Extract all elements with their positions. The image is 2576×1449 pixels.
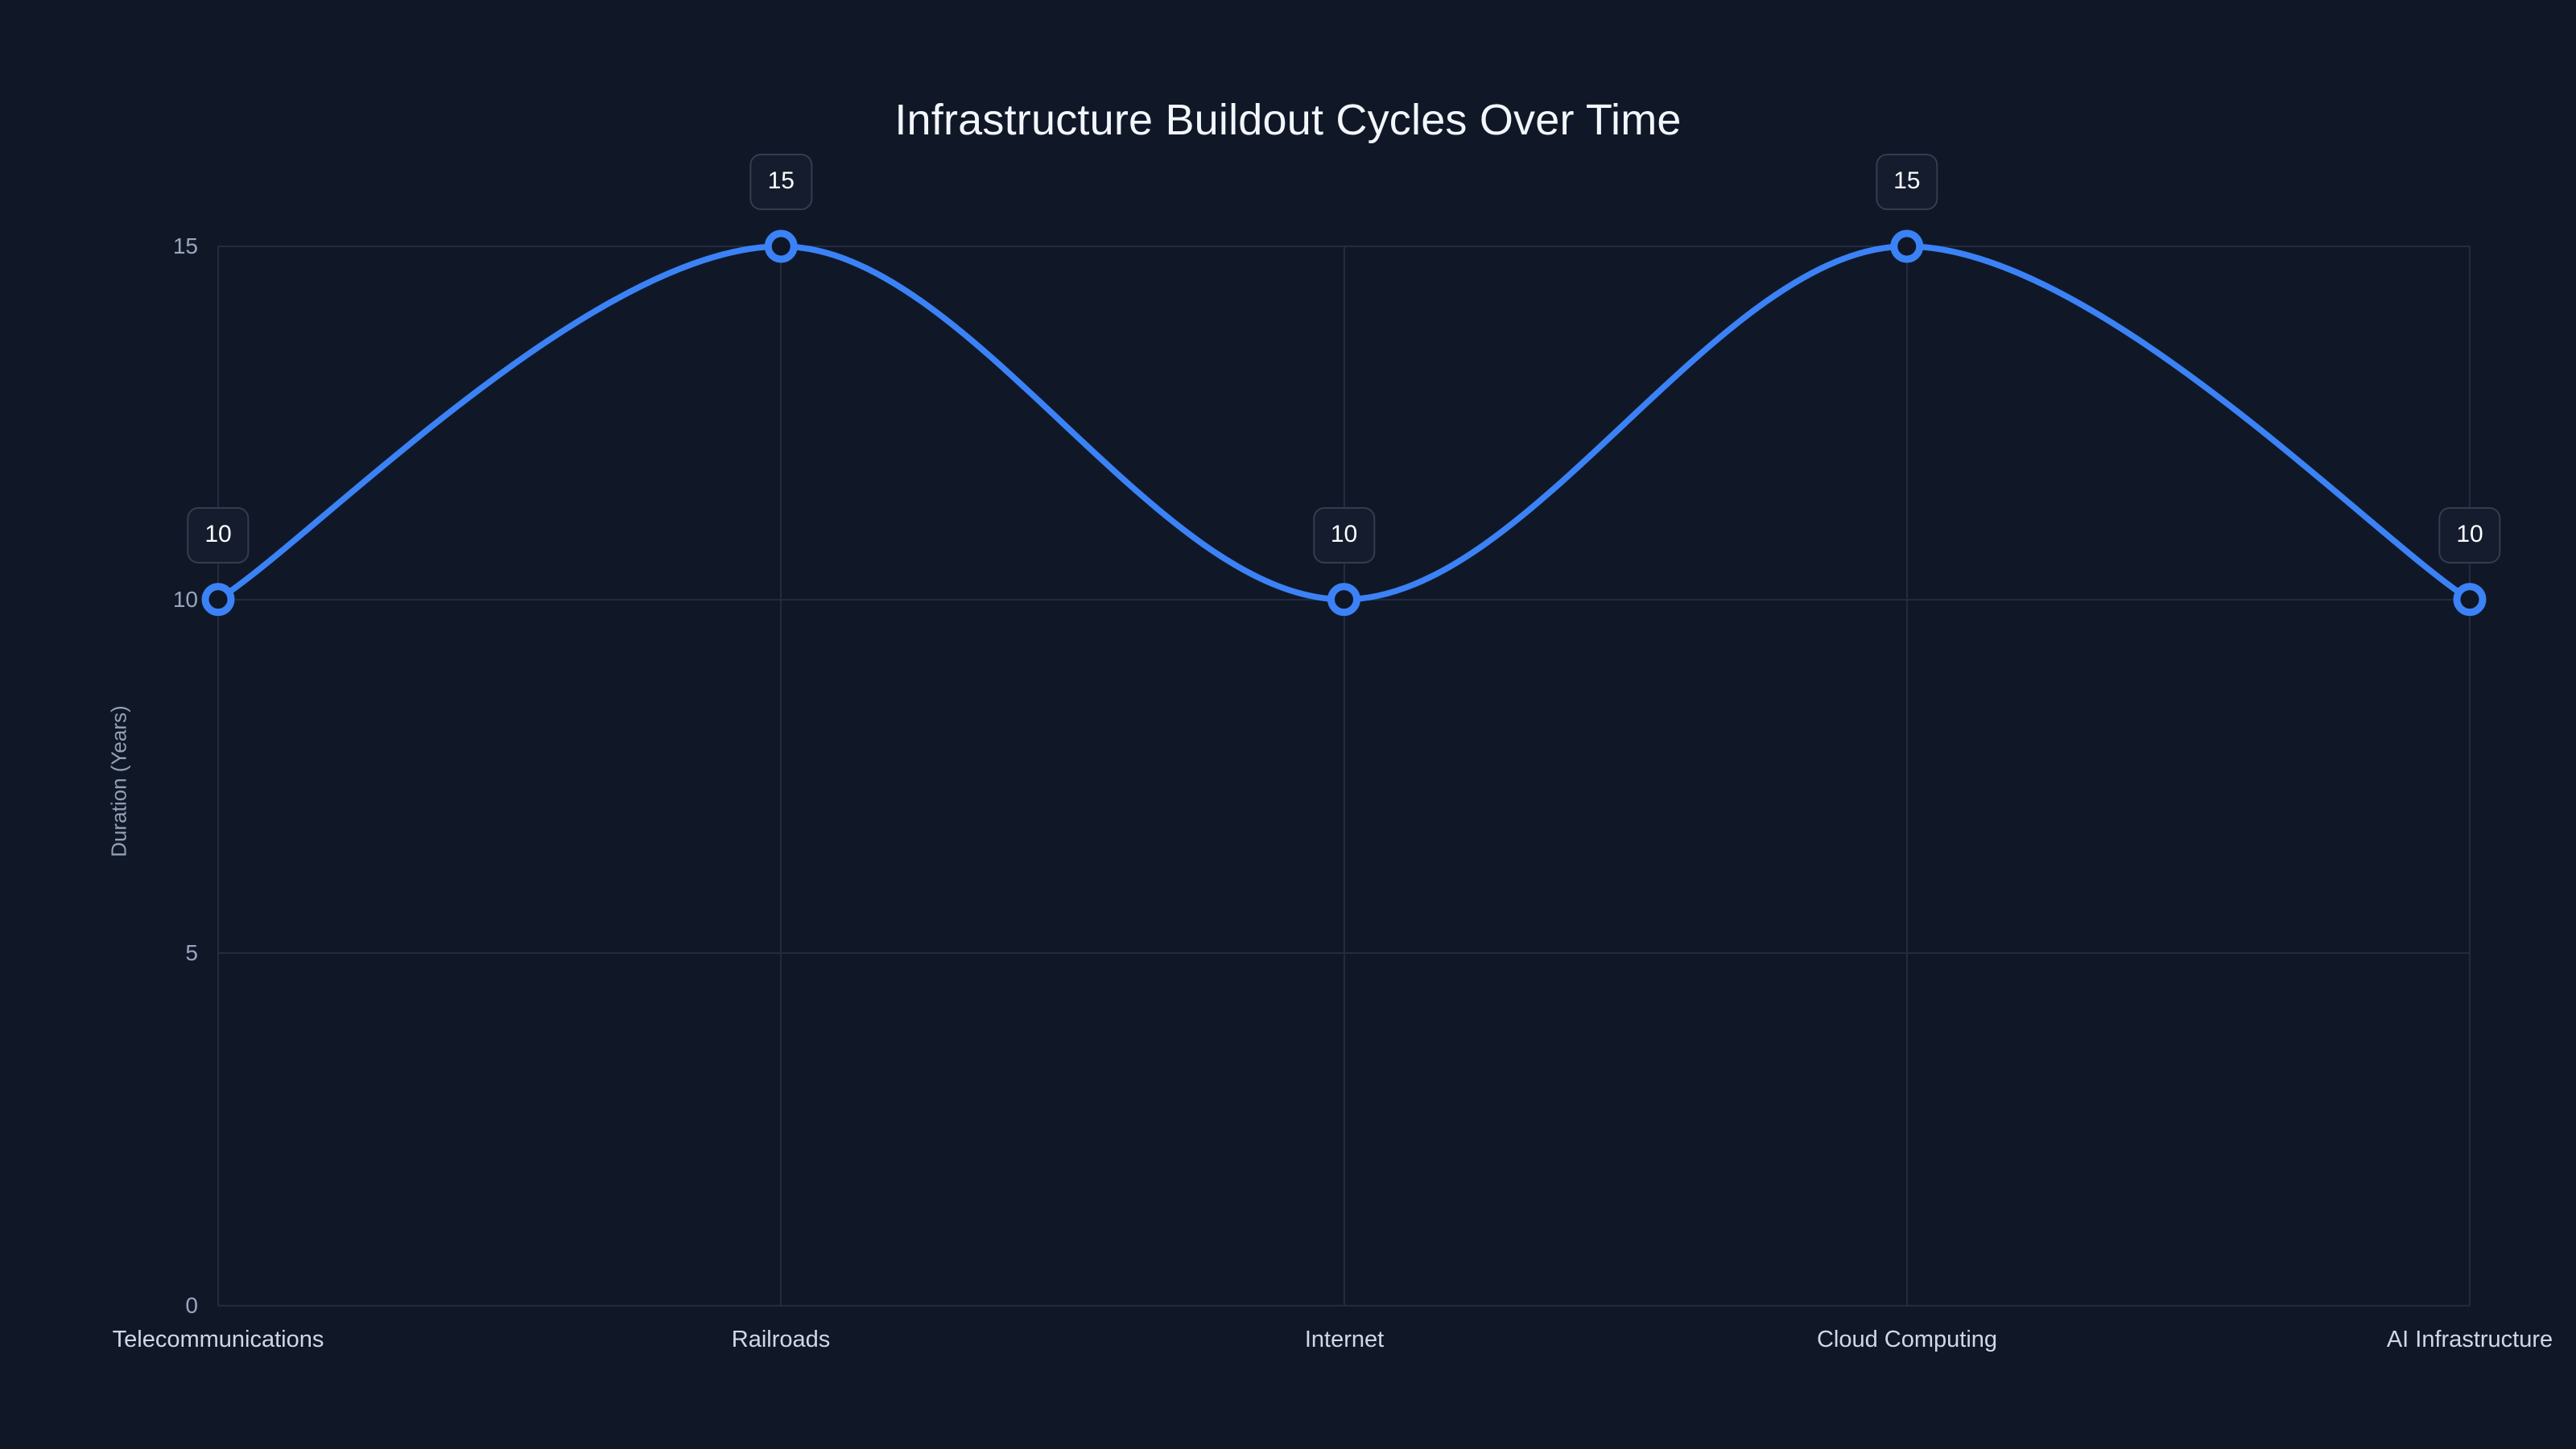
x-tick-label-cloud-computing: Cloud Computing (1816, 1327, 1998, 1352)
y-tick-label-15: 15 (172, 233, 198, 258)
y-tick-label-5: 5 (185, 940, 198, 965)
data-point-marker[interactable] (201, 583, 235, 617)
x-tick-label-railroads: Railroads (731, 1327, 831, 1352)
x-tick-label-ai-infrastructure: AI Infrastructure (2386, 1327, 2553, 1352)
data-point-marker[interactable] (1890, 229, 1924, 263)
data-point-value-label: 15 (1876, 154, 1938, 210)
data-point-marker[interactable] (764, 229, 798, 263)
y-tick-label-10: 10 (172, 587, 198, 612)
x-tick-label-internet: Internet (1304, 1327, 1385, 1352)
data-point-value-label: 15 (749, 154, 812, 210)
data-point-value-label: 10 (187, 506, 250, 564)
data-point-marker[interactable] (2453, 583, 2487, 617)
chart-title: Infrastructure Buildout Cycles Over Time (894, 96, 1682, 144)
gridlines (217, 246, 2471, 1307)
data-point-value-label: 10 (2438, 506, 2501, 564)
series-markers (201, 229, 2487, 617)
y-tick-label-0: 0 (185, 1293, 198, 1318)
data-point-marker[interactable] (1327, 583, 1360, 617)
x-tick-label-telecommunications: Telecommunications (112, 1327, 324, 1352)
data-point-value-label: 10 (1312, 506, 1376, 564)
